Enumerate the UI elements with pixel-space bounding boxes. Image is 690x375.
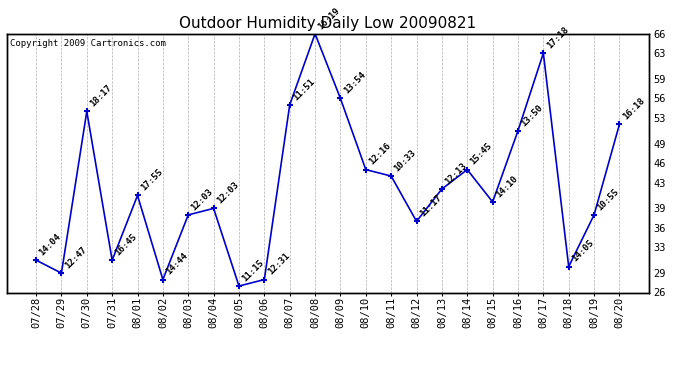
Text: 10:55: 10:55 [595, 187, 621, 212]
Text: 12:31: 12:31 [266, 251, 291, 277]
Title: Outdoor Humidity Daily Low 20090821: Outdoor Humidity Daily Low 20090821 [179, 16, 476, 31]
Text: 11:17: 11:17 [418, 193, 443, 219]
Text: 12:47: 12:47 [63, 245, 88, 270]
Text: 12:03: 12:03 [215, 180, 240, 206]
Text: 14:05: 14:05 [570, 238, 595, 264]
Text: 11:51: 11:51 [291, 77, 317, 102]
Text: 16:18: 16:18 [621, 96, 647, 122]
Text: 12:03: 12:03 [190, 187, 215, 212]
Text: 12:16: 12:16 [367, 141, 393, 167]
Text: 14:04: 14:04 [37, 232, 63, 257]
Text: 16:45: 16:45 [114, 232, 139, 257]
Text: 14:44: 14:44 [164, 251, 190, 277]
Text: 13:50: 13:50 [520, 103, 544, 128]
Text: 12:13: 12:13 [443, 161, 469, 186]
Text: 15:45: 15:45 [469, 141, 494, 167]
Text: 17:55: 17:55 [139, 167, 164, 193]
Text: 17:18: 17:18 [544, 25, 570, 50]
Text: 13:54: 13:54 [342, 70, 367, 96]
Text: 18:17: 18:17 [88, 83, 114, 109]
Text: 16:19: 16:19 [317, 6, 342, 31]
Text: Copyright 2009 Cartronics.com: Copyright 2009 Cartronics.com [10, 39, 166, 48]
Text: 14:10: 14:10 [494, 174, 520, 199]
Text: 11:15: 11:15 [240, 258, 266, 283]
Text: 10:33: 10:33 [393, 148, 418, 173]
